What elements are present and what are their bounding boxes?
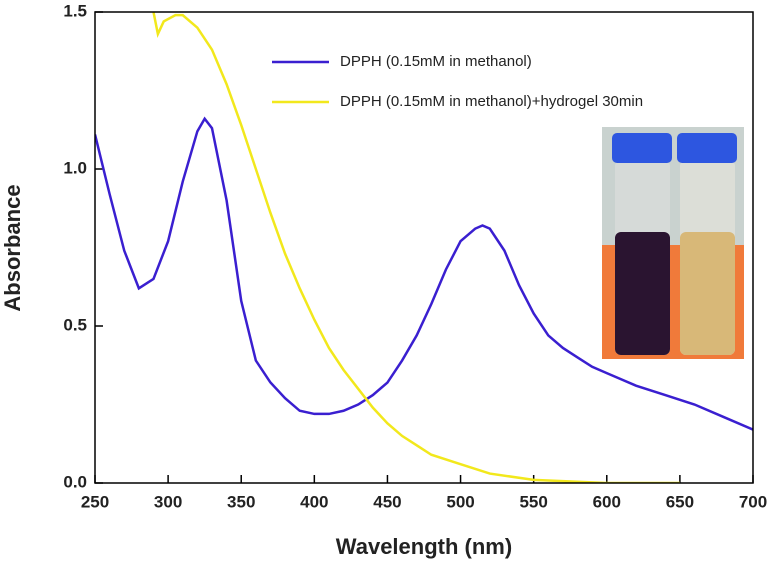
x-axis-title: Wavelength (nm) bbox=[336, 534, 512, 559]
x-tick-label: 500 bbox=[446, 492, 474, 511]
x-tick-label: 250 bbox=[81, 492, 109, 511]
legend-label: DPPH (0.15mM in methanol) bbox=[340, 53, 532, 70]
x-tick-label: 550 bbox=[519, 492, 547, 511]
y-tick-label: 0.0 bbox=[63, 472, 87, 491]
legend-label: DPPH (0.15mM in methanol)+hydrogel 30min bbox=[340, 93, 643, 110]
series-line bbox=[95, 116, 753, 431]
series-line bbox=[152, 12, 680, 483]
x-tick-label: 400 bbox=[300, 492, 328, 511]
tube-right-liquid bbox=[680, 232, 735, 355]
plot-frame bbox=[94, 11, 754, 484]
x-tick-label: 300 bbox=[154, 492, 182, 511]
y-axis-title: Absorbance bbox=[0, 184, 25, 311]
y-tick-label: 1.5 bbox=[63, 1, 87, 20]
y-tick-label: 0.5 bbox=[63, 315, 87, 334]
x-tick-label: 700 bbox=[739, 492, 767, 511]
cap-left bbox=[612, 133, 672, 163]
cap-right bbox=[677, 133, 737, 163]
y-tick-label: 1.0 bbox=[63, 158, 87, 177]
x-tick-label: 650 bbox=[666, 492, 694, 511]
x-tick-label: 600 bbox=[593, 492, 621, 511]
x-tick-label: 450 bbox=[373, 492, 401, 511]
tube-left-liquid bbox=[615, 232, 670, 355]
x-tick-label: 350 bbox=[227, 492, 255, 511]
inset-photo bbox=[602, 127, 744, 359]
